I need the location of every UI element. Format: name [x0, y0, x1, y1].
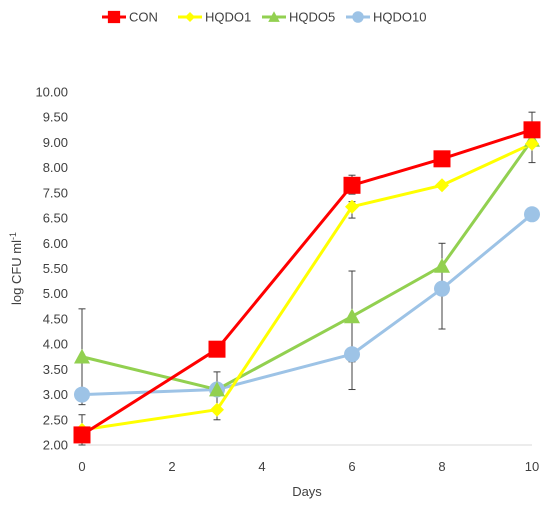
data-point-con — [343, 176, 361, 194]
x-axis-ticks: 0 2 4 6 8 10 — [78, 459, 539, 474]
legend-item-hqdo1: HQDO1 — [178, 10, 251, 25]
series-markers — [73, 121, 541, 444]
data-point-con — [523, 121, 541, 139]
x-tick-label: 4 — [258, 459, 265, 474]
y-tick-label: 9.00 — [43, 135, 68, 150]
data-point-con — [73, 426, 91, 444]
data-point-con — [208, 340, 226, 358]
y-tick-label: 6.50 — [43, 211, 68, 226]
legend-marker — [107, 10, 121, 24]
data-point-con — [433, 150, 451, 168]
data-point-hqdo10 — [74, 386, 90, 403]
data-point-hqdo10 — [524, 206, 540, 223]
y-tick-label: 2.00 — [43, 438, 68, 453]
x-axis-title: Days — [292, 484, 322, 499]
data-point-hqdo10 — [434, 280, 450, 297]
legend-marker — [268, 11, 280, 22]
data-point-hqdo1 — [525, 136, 539, 151]
series-line-hqdo5 — [81, 139, 534, 392]
y-tick-label: 4.00 — [43, 337, 68, 352]
data-point-hqdo5 — [344, 308, 360, 324]
legend: CON HQDO1 HQDO5 HQDO10 — [102, 10, 426, 25]
y-axis-title: log CFU ml-1 — [8, 232, 24, 305]
y-tick-label: 7.50 — [43, 185, 68, 200]
x-tick-label: 6 — [348, 459, 355, 474]
y-tick-label: 3.00 — [43, 387, 68, 402]
data-point-hqdo5 — [434, 257, 450, 273]
data-point-hqdo10 — [344, 346, 360, 363]
series-lines — [81, 128, 534, 437]
legend-label: CON — [129, 10, 158, 25]
data-point-hqdo1 — [345, 199, 359, 214]
data-point-hqdo1 — [210, 402, 224, 417]
y-tick-label: 4.50 — [43, 311, 68, 326]
x-tick-label: 2 — [168, 459, 175, 474]
y-axis-title-superscript: -1 — [8, 232, 18, 240]
legend-marker — [352, 11, 364, 23]
legend-label: HQDO10 — [373, 10, 426, 25]
legend-label: HQDO5 — [289, 10, 335, 25]
legend-marker — [184, 11, 196, 23]
y-tick-label: 6.00 — [43, 236, 68, 251]
y-tick-label: 9.50 — [43, 110, 68, 125]
legend-item-con: CON — [102, 10, 158, 25]
y-axis-title-text: log CFU ml — [9, 240, 24, 305]
data-point-hqdo1 — [435, 178, 449, 193]
x-tick-label: 0 — [78, 459, 85, 474]
y-tick-label: 3.50 — [43, 362, 68, 377]
series-line-hqdo1 — [81, 142, 533, 432]
data-point-hqdo5 — [74, 348, 90, 364]
legend-label: HQDO1 — [205, 10, 251, 25]
y-tick-label: 10.00 — [35, 85, 68, 100]
y-tick-label: 5.00 — [43, 286, 68, 301]
x-tick-label: 10 — [525, 459, 539, 474]
y-tick-label: 5.50 — [43, 261, 68, 276]
y-tick-label: 8.00 — [43, 160, 68, 175]
x-tick-label: 8 — [438, 459, 445, 474]
y-axis-ticks: 2.00 2.50 3.00 3.50 4.00 4.50 5.00 5.50 6.00 6.50… — [35, 85, 68, 453]
data-point-hqdo5 — [209, 381, 225, 397]
y-tick-label: 2.50 — [43, 412, 68, 427]
legend-item-hqdo5: HQDO5 — [262, 10, 335, 25]
legend-item-hqdo10: HQDO10 — [346, 10, 426, 25]
